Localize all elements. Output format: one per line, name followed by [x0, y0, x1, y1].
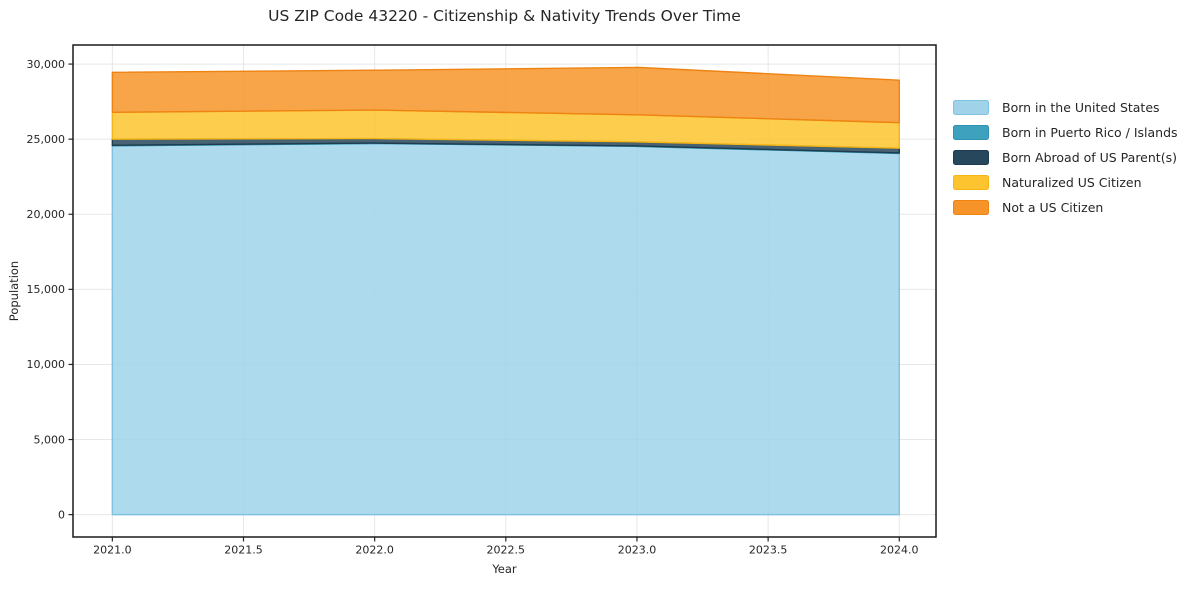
- x-tick-label: 2021.0: [93, 544, 132, 557]
- legend: Born in the United States Born in Puerto …: [953, 100, 1178, 225]
- legend-item-born-in-puerto-rico-islands: Born in Puerto Rico / Islands: [953, 125, 1178, 140]
- y-tick-label: 25,000: [27, 133, 66, 146]
- legend-label: Born Abroad of US Parent(s): [1002, 150, 1177, 165]
- x-tick-label: 2024.0: [880, 544, 919, 557]
- legend-label: Born in the United States: [1002, 100, 1160, 115]
- y-tick-label: 10,000: [27, 358, 66, 371]
- x-tick-label: 2023.0: [618, 544, 657, 557]
- legend-item-not-a-us-citizen: Not a US Citizen: [953, 200, 1178, 215]
- legend-swatch-born-abroad-of-us-parent-s: [953, 150, 989, 165]
- y-axis-label: Population: [7, 260, 21, 322]
- plot-border: [72, 44, 937, 538]
- y-tick-label: 30,000: [27, 58, 66, 71]
- legend-item-naturalized-us-citizen: Naturalized US Citizen: [953, 175, 1178, 190]
- y-tick-label: 5,000: [34, 433, 66, 446]
- x-axis-label: Year: [492, 562, 517, 576]
- legend-swatch-not-a-us-citizen: [953, 200, 989, 215]
- legend-swatch-born-in-the-united-states: [953, 100, 989, 115]
- legend-swatch-born-in-puerto-rico-islands: [953, 125, 989, 140]
- area-born-in-the-united-states: [111, 142, 900, 516]
- x-tick-label: 2023.5: [749, 544, 788, 557]
- x-tick-label: 2022.5: [487, 544, 526, 557]
- legend-label: Naturalized US Citizen: [1002, 175, 1142, 190]
- chart-title: US ZIP Code 43220 - Citizenship & Nativi…: [268, 7, 741, 25]
- legend-label: Born in Puerto Rico / Islands: [1002, 125, 1178, 140]
- legend-item-born-in-the-united-states: Born in the United States: [953, 100, 1178, 115]
- area-not-a-us-citizen: [111, 66, 900, 124]
- x-tick-label: 2022.0: [355, 544, 394, 557]
- x-tick-label: 2021.5: [224, 544, 263, 557]
- legend-item-born-abroad-of-us-parent-s: Born Abroad of US Parent(s): [953, 150, 1178, 165]
- y-tick-label: 15,000: [27, 283, 66, 296]
- y-tick-label: 0: [58, 508, 65, 521]
- legend-label: Not a US Citizen: [1002, 200, 1104, 215]
- legend-swatch-naturalized-us-citizen: [953, 175, 989, 190]
- y-tick-label: 20,000: [27, 208, 66, 221]
